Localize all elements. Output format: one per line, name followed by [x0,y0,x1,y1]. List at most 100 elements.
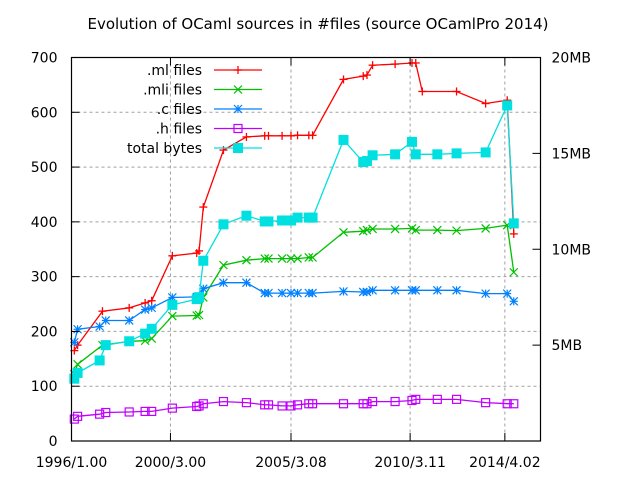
data-point-marker [263,216,274,227]
data-point-marker [338,399,349,409]
data-point-marker [411,58,420,67]
y2-tick-label: 5MB [552,338,583,354]
legend-item: .ml files [147,63,262,79]
x-tick-label: 2000/3.00 [135,455,207,471]
x-tick-label: 2005/3.08 [255,455,327,471]
data-point-marker [124,316,134,325]
data-point-marker [101,316,111,325]
data-point-marker [339,227,348,237]
y-tick-label: 400 [31,215,58,231]
data-point-marker [509,296,519,306]
data-point-marker [219,278,228,288]
legend-item: .c files [157,102,262,118]
data-point-marker [480,147,491,158]
data-point-marker [432,225,442,235]
data-point-marker [410,149,421,160]
data-point-marker [199,203,208,212]
data-point-marker [264,254,273,263]
data-point-marker [72,367,83,378]
data-point-marker [338,134,349,145]
series-c-files [69,278,519,347]
data-point-marker [242,255,251,265]
data-point-marker [242,132,251,141]
data-point-marker [359,72,368,81]
data-point-marker [242,278,251,288]
data-point-marker [452,285,461,295]
legend-item: .h files [156,122,262,138]
data-point-marker [98,307,107,316]
data-point-marker [233,123,243,134]
data-point-marker [390,285,400,295]
data-point-marker [219,146,228,155]
data-point-marker [307,399,318,409]
legend-item: .mli files [143,83,262,99]
data-point-marker [278,131,287,140]
data-point-marker [367,396,378,407]
data-point-marker [146,323,157,334]
data-point-marker [390,224,400,234]
data-point-marker [198,255,209,266]
y2-tick-label: 15MB [552,146,592,162]
x-tick-label: 2014/4.02 [469,455,541,471]
data-point-marker [451,148,462,159]
data-point-marker [264,131,273,140]
y-tick-label: 500 [31,160,58,176]
data-point-marker [308,288,317,298]
legend-item: total bytes [127,141,262,157]
legend-label: .ml files [147,63,202,79]
data-point-marker [233,104,243,114]
data-point-marker [339,287,348,296]
data-point-marker [101,407,111,418]
data-point-marker [481,99,490,108]
y-axis-right: 5MB 10MB 15MB 20MB [532,51,592,354]
x-tick-label: 2010/3.11 [374,455,446,471]
data-point-marker [286,401,296,411]
series-ml-files [70,58,518,355]
data-point-marker [390,396,400,407]
data-point-marker [233,85,243,94]
legend-label: .c files [157,102,202,118]
y-tick-label: 600 [31,105,58,121]
data-point-marker [147,303,157,313]
data-point-marker [509,399,519,409]
data-point-marker [481,398,491,408]
plot-border [70,56,542,442]
data-point-marker [502,100,513,111]
legend-label: total bytes [127,141,202,157]
data-point-marker [292,400,303,410]
data-point-marker [194,292,205,303]
data-point-marker [452,226,461,236]
data-point-marker [277,254,287,263]
data-point-marker [411,225,421,235]
x-tick-label: 1996/1.00 [36,455,108,471]
data-point-marker [509,267,519,277]
data-point-marker [219,260,228,270]
data-point-marker [362,399,372,409]
data-point-marker [308,253,317,262]
data-point-marker [418,87,427,96]
y-axis-left: 0 100 200 300 400 500 600 700 [31,51,80,450]
data-point-marker [411,394,421,404]
y-tick-label: 700 [31,51,58,67]
data-point-marker [124,336,135,347]
legend: .ml files .mli files .c files .h files total… [127,63,262,157]
y2-tick-label: 20MB [552,51,592,67]
data-point-marker [432,394,442,404]
data-point-marker [304,253,314,262]
y-tick-label: 0 [49,434,58,450]
data-point-marker [292,212,303,223]
data-point-marker [368,224,378,234]
data-point-marker [508,218,519,229]
data-point-marker [124,407,134,417]
data-point-marker [241,398,252,408]
data-point-marker [168,251,177,260]
data-point-marker [100,340,111,351]
y-tick-label: 200 [31,324,58,340]
data-point-marker [198,399,208,409]
data-point-marker [406,136,417,147]
data-point-marker [140,328,151,339]
data-point-marker [260,254,270,263]
data-point-marker [218,219,229,230]
y-tick-label: 300 [31,270,58,286]
